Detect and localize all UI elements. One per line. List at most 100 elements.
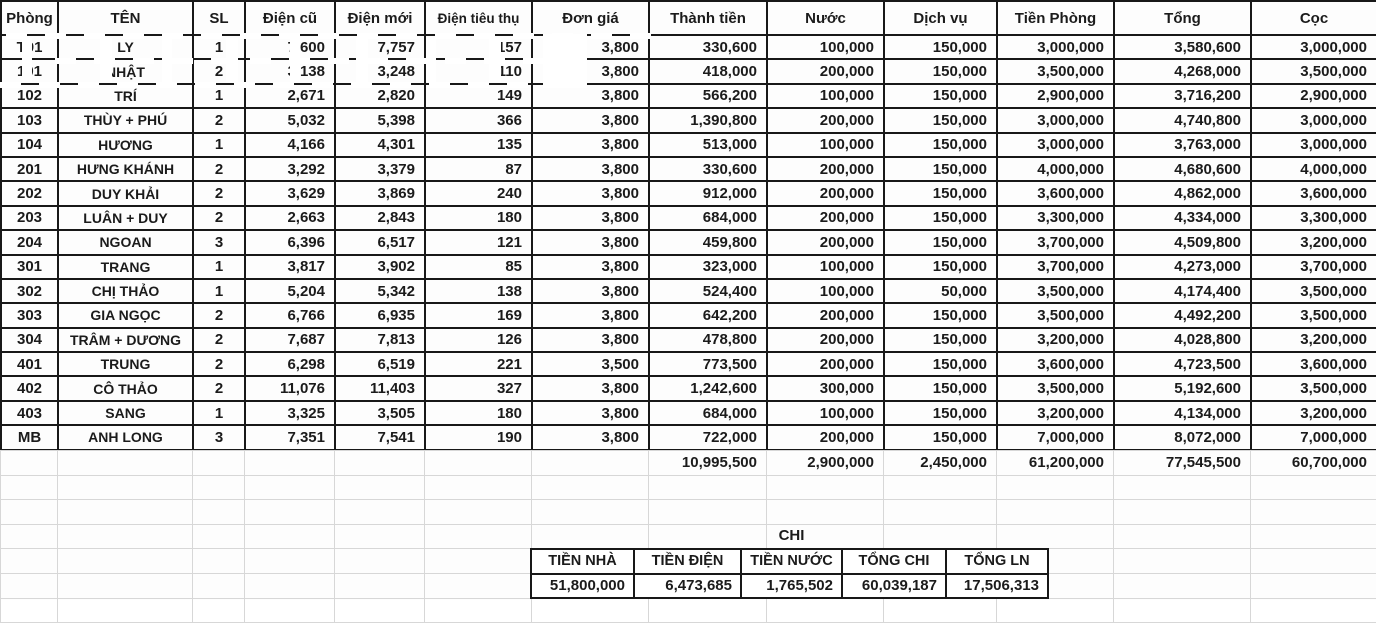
table-cell[interactable]: 1 [193, 133, 245, 157]
table-cell[interactable]: 3,800 [532, 206, 649, 230]
summary-header-cell[interactable]: TIỀN NƯỚC [741, 549, 842, 574]
table-cell[interactable]: 3,500 [532, 352, 649, 376]
column-header[interactable]: Phòng [1, 1, 58, 35]
table-cell[interactable]: 773,500 [649, 352, 767, 376]
table-cell[interactable]: 3,000,000 [1251, 35, 1376, 59]
table-cell[interactable]: DUY KHẢI [58, 181, 193, 205]
totals-cell[interactable]: 60,700,000 [1251, 451, 1376, 476]
table-cell[interactable]: 150,000 [884, 425, 997, 449]
column-header[interactable]: TÊN [58, 1, 193, 35]
table-cell[interactable]: HƯNG KHÁNH [58, 157, 193, 181]
table-cell[interactable]: 100,000 [767, 401, 884, 425]
table-cell[interactable]: 302 [1, 279, 58, 303]
table-cell[interactable]: 190 [425, 425, 532, 449]
table-cell[interactable]: 459,800 [649, 230, 767, 254]
table-cell[interactable]: 3,800 [532, 230, 649, 254]
table-cell[interactable]: 303 [1, 303, 58, 327]
table-cell[interactable]: T01 [1, 35, 58, 59]
table-cell[interactable]: 3,700,000 [997, 230, 1114, 254]
table-cell[interactable]: 3,500,000 [1251, 59, 1376, 83]
table-cell[interactable]: 3,902 [335, 255, 425, 279]
table-cell[interactable]: 150,000 [884, 133, 997, 157]
table-cell[interactable]: 3,500,000 [997, 303, 1114, 327]
column-header[interactable]: Cọc [1251, 1, 1376, 35]
table-cell[interactable]: 200,000 [767, 108, 884, 132]
table-cell[interactable]: 240 [425, 181, 532, 205]
table-cell[interactable]: 11,076 [245, 376, 335, 400]
column-header[interactable]: Tiền Phòng [997, 1, 1114, 35]
table-cell[interactable]: 2,671 [245, 84, 335, 108]
table-cell[interactable]: 6,396 [245, 230, 335, 254]
table-cell[interactable]: 418,000 [649, 59, 767, 83]
table-cell[interactable]: 11,403 [335, 376, 425, 400]
column-header[interactable]: Tổng [1114, 1, 1251, 35]
table-cell[interactable]: 3,248 [335, 59, 425, 83]
table-cell[interactable]: 3,800 [532, 328, 649, 352]
table-cell[interactable]: MB [1, 425, 58, 449]
table-cell[interactable]: SANG [58, 401, 193, 425]
table-cell[interactable]: 157 [425, 35, 532, 59]
table-cell[interactable]: 6,298 [245, 352, 335, 376]
table-cell[interactable]: 3,000,000 [1251, 133, 1376, 157]
table-cell[interactable]: 3 [193, 425, 245, 449]
table-cell[interactable]: 2 [193, 328, 245, 352]
table-cell[interactable]: 5,398 [335, 108, 425, 132]
table-cell[interactable]: 5,204 [245, 279, 335, 303]
table-cell[interactable]: 110 [425, 59, 532, 83]
table-cell[interactable]: 327 [425, 376, 532, 400]
table-cell[interactable]: 2 [193, 157, 245, 181]
table-cell[interactable]: 150,000 [884, 181, 997, 205]
table-cell[interactable]: 3,325 [245, 401, 335, 425]
table-cell[interactable]: 150,000 [884, 230, 997, 254]
table-cell[interactable]: 150,000 [884, 108, 997, 132]
table-cell[interactable]: 4,134,000 [1114, 401, 1251, 425]
table-cell[interactable]: 3,500,000 [997, 376, 1114, 400]
table-cell[interactable]: 3,600,000 [1251, 352, 1376, 376]
table-cell[interactable]: 4,509,800 [1114, 230, 1251, 254]
table-cell[interactable]: 4,166 [245, 133, 335, 157]
table-cell[interactable]: 684,000 [649, 401, 767, 425]
table-cell[interactable]: 50,000 [884, 279, 997, 303]
table-cell[interactable]: 221 [425, 352, 532, 376]
table-cell[interactable]: 203 [1, 206, 58, 230]
table-cell[interactable]: 366 [425, 108, 532, 132]
table-cell[interactable]: 3,629 [245, 181, 335, 205]
table-cell[interactable]: 4,028,800 [1114, 328, 1251, 352]
table-cell[interactable]: 5,342 [335, 279, 425, 303]
table-cell[interactable]: 524,400 [649, 279, 767, 303]
table-cell[interactable]: 3,379 [335, 157, 425, 181]
table-cell[interactable]: 150,000 [884, 352, 997, 376]
table-cell[interactable]: TRÂM + DƯƠNG [58, 328, 193, 352]
table-cell[interactable]: 3,500,000 [1251, 279, 1376, 303]
table-cell[interactable]: 100,000 [767, 84, 884, 108]
table-cell[interactable]: 200,000 [767, 157, 884, 181]
table-cell[interactable]: 1 [193, 255, 245, 279]
table-cell[interactable]: 200,000 [767, 230, 884, 254]
table-cell[interactable]: 1 [193, 401, 245, 425]
table-cell[interactable]: 3,200,000 [1251, 230, 1376, 254]
table-cell[interactable]: 330,600 [649, 35, 767, 59]
table-cell[interactable]: 401 [1, 352, 58, 376]
table-cell[interactable]: 3,700,000 [997, 255, 1114, 279]
table-cell[interactable]: 4,000,000 [1251, 157, 1376, 181]
table-cell[interactable]: 1,390,800 [649, 108, 767, 132]
table-cell[interactable]: 300,000 [767, 376, 884, 400]
table-cell[interactable]: 200,000 [767, 328, 884, 352]
table-cell[interactable]: 684,000 [649, 206, 767, 230]
table-cell[interactable]: TRÍ [58, 84, 193, 108]
table-cell[interactable]: 3,500,000 [997, 279, 1114, 303]
table-cell[interactable]: 2,663 [245, 206, 335, 230]
table-cell[interactable]: 101 [1, 59, 58, 83]
table-cell[interactable]: NGOAN [58, 230, 193, 254]
column-header[interactable]: Điện mới [335, 1, 425, 35]
summary-value-cell[interactable]: 17,506,313 [946, 574, 1048, 599]
table-cell[interactable]: 7,600 [245, 35, 335, 59]
table-cell[interactable]: 150,000 [884, 303, 997, 327]
table-cell[interactable]: 2,900,000 [1251, 84, 1376, 108]
table-cell[interactable]: 2,900,000 [997, 84, 1114, 108]
table-cell[interactable]: 3,292 [245, 157, 335, 181]
table-cell[interactable]: 4,680,600 [1114, 157, 1251, 181]
table-cell[interactable]: 3,800 [532, 279, 649, 303]
table-cell[interactable]: 2 [193, 108, 245, 132]
table-cell[interactable]: CÔ THẢO [58, 376, 193, 400]
